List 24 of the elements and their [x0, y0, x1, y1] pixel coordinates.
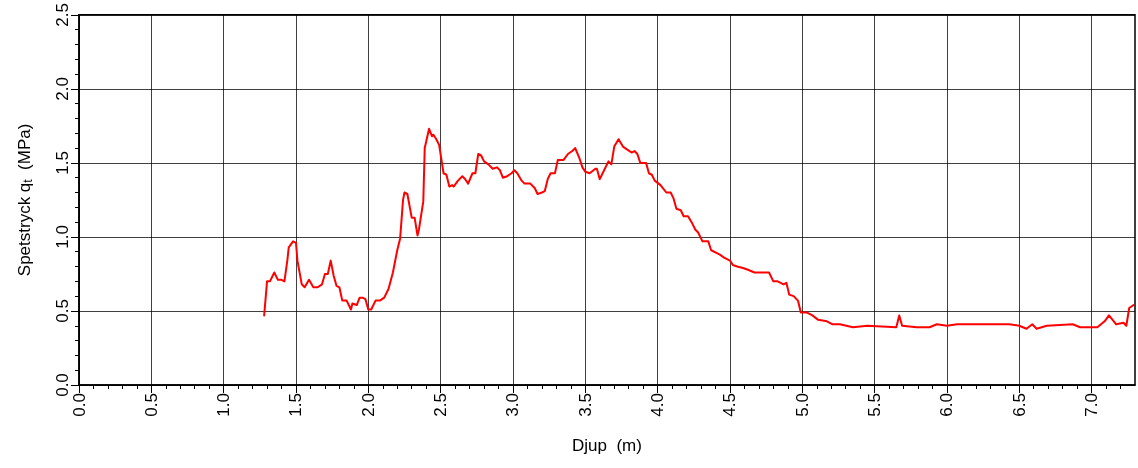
x-tick-label: 1.0 — [214, 393, 234, 417]
y-tick-label: 2.0 — [53, 77, 72, 101]
x-axis-title: Djup (m) — [572, 436, 642, 455]
x-tick-label: 3.5 — [575, 393, 595, 417]
x-tick-label: 6.0 — [937, 393, 957, 417]
x-tick-label: 5.0 — [792, 393, 812, 417]
y-tick-label: 0.5 — [53, 299, 72, 323]
line-series — [263, 127, 1135, 330]
y-tick-label: 2.5 — [53, 3, 72, 27]
y-tick-label: 0.0 — [53, 373, 72, 397]
x-tick-label: 4.5 — [720, 393, 740, 417]
x-tick-label: 2.0 — [358, 393, 378, 417]
x-tick-label: 0.0 — [69, 393, 89, 417]
x-tick-label: 2.5 — [431, 393, 451, 417]
y-tick-label: 1.5 — [53, 151, 72, 175]
x-tick-label: 5.5 — [865, 393, 885, 417]
x-tick-label: 1.5 — [286, 393, 306, 417]
x-tick-label: 3.0 — [503, 393, 523, 417]
x-tick-label: 6.5 — [1009, 393, 1029, 417]
x-tick-label: 4.0 — [648, 393, 668, 417]
x-tick-label: 0.5 — [141, 393, 161, 417]
y-axis-title: Spetstryck qt (MPa) — [14, 123, 35, 277]
y-tick-label: 1.0 — [53, 225, 72, 249]
x-tick-label: 7.0 — [1082, 393, 1102, 417]
